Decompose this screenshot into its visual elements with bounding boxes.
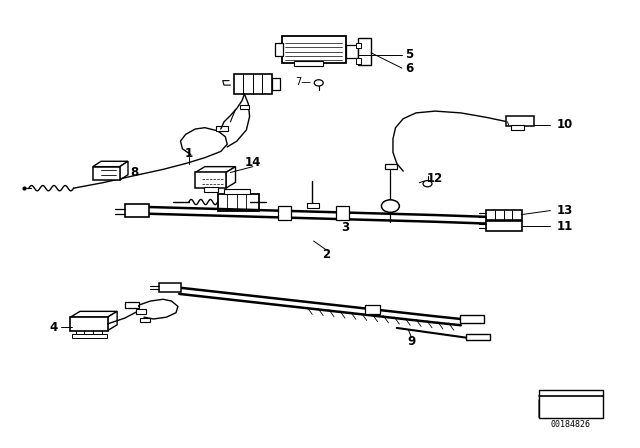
- Text: 10: 10: [557, 118, 573, 131]
- Bar: [93, 167, 120, 180]
- Bar: [486, 221, 522, 231]
- Bar: [356, 58, 361, 64]
- Bar: [234, 74, 272, 94]
- Bar: [70, 317, 108, 331]
- Bar: [365, 305, 380, 314]
- Polygon shape: [70, 311, 117, 317]
- Polygon shape: [108, 311, 117, 331]
- Bar: [204, 187, 218, 192]
- Text: 7—: 7—: [296, 78, 312, 87]
- Text: 11: 11: [557, 220, 573, 233]
- Text: 4: 4: [49, 320, 57, 334]
- Polygon shape: [120, 161, 128, 180]
- Circle shape: [381, 200, 399, 212]
- Bar: [506, 116, 534, 126]
- Bar: [140, 318, 150, 322]
- Circle shape: [314, 80, 323, 86]
- Bar: [466, 334, 490, 340]
- Bar: [195, 172, 226, 188]
- Bar: [275, 43, 283, 56]
- Bar: [358, 38, 371, 65]
- Bar: [460, 315, 484, 323]
- Bar: [539, 390, 603, 418]
- Bar: [511, 125, 524, 130]
- Bar: [486, 210, 522, 220]
- Text: 6: 6: [406, 61, 413, 75]
- Polygon shape: [539, 400, 562, 418]
- Bar: [272, 78, 280, 90]
- Bar: [125, 302, 139, 308]
- Text: 1: 1: [185, 146, 193, 160]
- Bar: [72, 334, 107, 338]
- Circle shape: [362, 56, 367, 60]
- Circle shape: [423, 181, 432, 187]
- Polygon shape: [195, 167, 236, 172]
- Bar: [282, 36, 346, 63]
- Polygon shape: [226, 167, 236, 188]
- Bar: [278, 206, 291, 220]
- Text: 13: 13: [557, 204, 573, 217]
- Text: 3: 3: [342, 220, 349, 234]
- Text: 8: 8: [131, 166, 138, 179]
- Text: 9: 9: [408, 335, 415, 348]
- Bar: [356, 43, 361, 48]
- Bar: [346, 45, 358, 58]
- Bar: [294, 61, 323, 66]
- Text: 12: 12: [427, 172, 444, 185]
- Bar: [159, 283, 181, 292]
- Bar: [125, 204, 149, 217]
- Bar: [307, 203, 319, 208]
- Polygon shape: [543, 401, 600, 409]
- Bar: [385, 164, 397, 169]
- Bar: [224, 189, 250, 194]
- Polygon shape: [93, 161, 128, 167]
- Bar: [136, 309, 146, 314]
- Text: 14: 14: [244, 155, 261, 169]
- Text: 5: 5: [406, 48, 413, 61]
- Text: 2: 2: [323, 248, 330, 261]
- Bar: [218, 194, 259, 211]
- Text: 00184826: 00184826: [551, 420, 591, 429]
- Bar: [240, 105, 249, 109]
- Bar: [336, 206, 349, 220]
- Bar: [216, 126, 228, 131]
